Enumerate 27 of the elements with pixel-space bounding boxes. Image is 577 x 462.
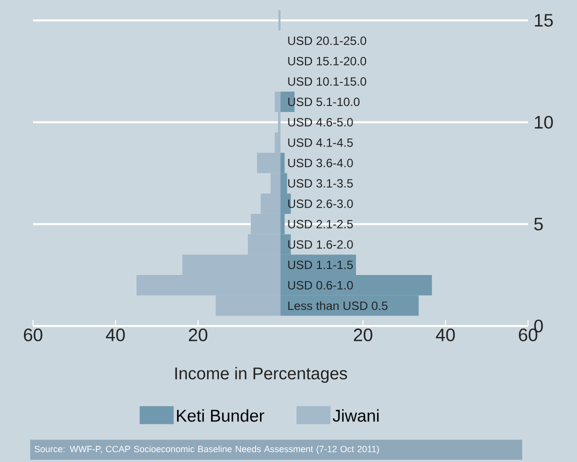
- y-tick-label: Less than USD 0.5: [288, 301, 388, 310]
- bar: [278, 10, 281, 31]
- x-tick-label: 20: [354, 328, 372, 342]
- y-tick-label: USD 15.1-20.0: [288, 56, 366, 66]
- x-tick-label: 20: [188, 328, 208, 342]
- y-tick-label: USD 10.1-15.0: [288, 77, 366, 86]
- x-tick-label: 40: [106, 328, 125, 342]
- y-tick-label: USD 5.1-10.0: [288, 98, 360, 106]
- y2-tick-label: 10: [534, 116, 553, 129]
- y2-tick-label: 15: [534, 14, 553, 27]
- y-tick-label: USD 4.1-4.5: [288, 138, 353, 147]
- y-tick-label: USD 2.6-3.0: [288, 199, 353, 208]
- legend-label: Jiwani: [332, 409, 379, 422]
- x-axis-title: Income in Percentages: [175, 366, 347, 383]
- y2-tick-label: 5: [534, 218, 543, 230]
- legend-label: Keti Bunder: [177, 409, 264, 422]
- x-tick-label: 40: [436, 328, 455, 342]
- y-tick-label: USD 3.1-3.5: [288, 179, 353, 188]
- y-tick-label: USD 0.6-1.0: [288, 280, 353, 290]
- y-tick-label: USD 3.6-4.0: [288, 158, 353, 168]
- y-tick-label: USD 4.6-5.0: [288, 118, 353, 126]
- source-note: Source: WWF-P, CCAP Socioeconomic Baseline Needs Assessment (7-12 Oct 2011): [34, 446, 379, 454]
- y-tick-label: USD 2.1-2.5: [288, 220, 353, 228]
- y-tick-label: USD 1.1-1.5: [288, 260, 353, 270]
- x-tick-label: 60: [24, 328, 42, 342]
- y-tick-label: USD 1.6-2.0: [288, 240, 353, 249]
- y-tick-label: USD 20.1-25.0: [288, 36, 366, 45]
